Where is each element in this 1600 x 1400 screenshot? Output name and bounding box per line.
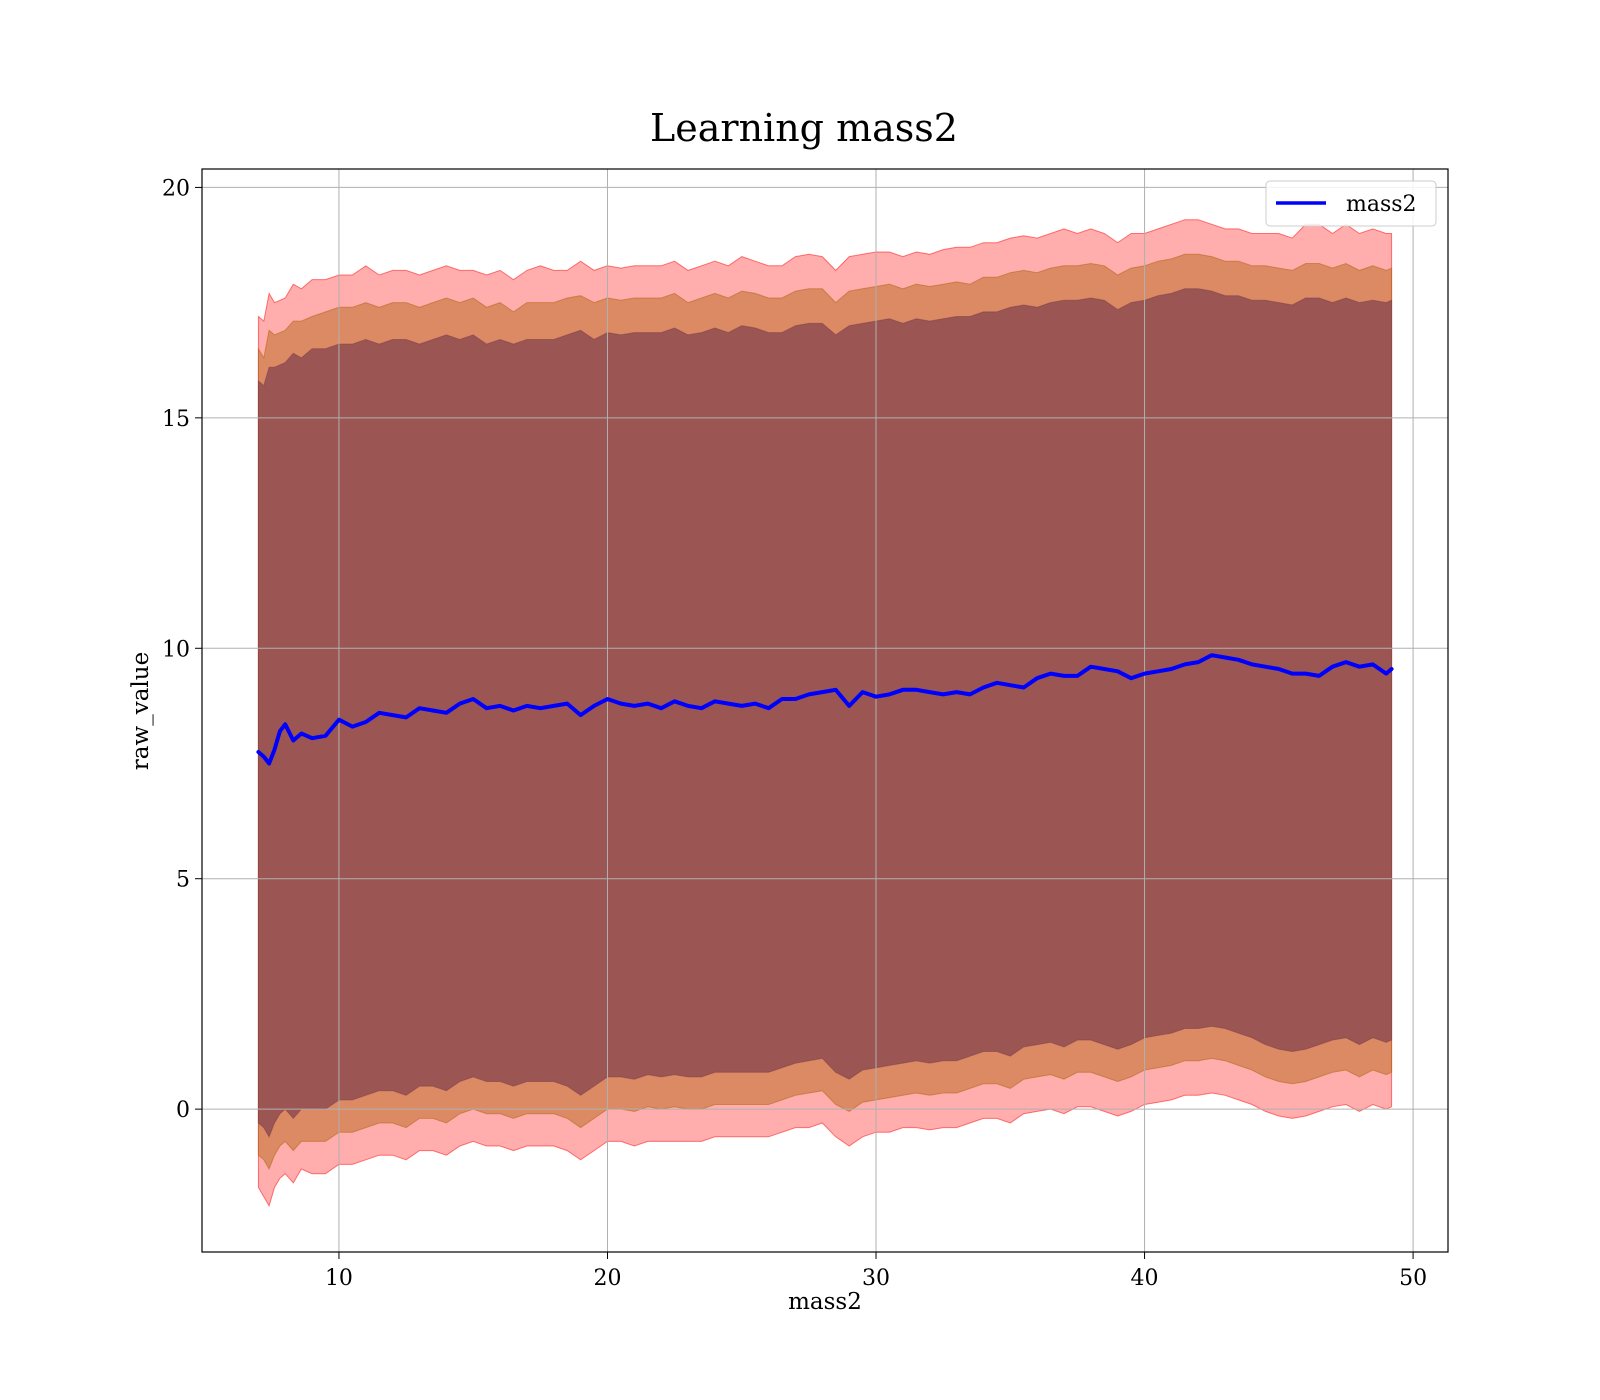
grid-lines	[202, 169, 1448, 1252]
series-line-mass2	[256, 653, 1394, 766]
y-axis-ticks: 0 5 10 15 20	[162, 176, 202, 1123]
y-tick-label-15: 15	[162, 407, 190, 432]
band-inner	[257, 288, 1393, 1138]
x-tick-label-10: 10	[325, 1266, 353, 1291]
y-tick-label-5: 5	[176, 868, 190, 893]
x-tick-label-40: 40	[1131, 1266, 1159, 1291]
legend-label-mass2: mass2	[1346, 192, 1417, 217]
x-axis-label: mass2	[788, 1289, 862, 1315]
series-lines	[256, 653, 1394, 766]
y-tick-label-20: 20	[162, 176, 190, 201]
legend-box	[1265, 180, 1437, 227]
y-tick-label-0: 0	[176, 1098, 190, 1123]
y-tick-label-10: 10	[162, 637, 190, 662]
x-tick-label-20: 20	[593, 1266, 621, 1291]
legend: mass2	[1265, 180, 1437, 227]
y-axis-label: raw_value	[128, 652, 154, 770]
confidence-bands	[257, 219, 1393, 1208]
x-axis-ticks: 10 20 30 40 50	[325, 1252, 1427, 1291]
chart-title: Learning mass2	[650, 106, 958, 150]
plot-frame	[201, 168, 1449, 1253]
x-tick-label-30: 30	[862, 1266, 890, 1291]
x-tick-label-50: 50	[1399, 1266, 1427, 1291]
